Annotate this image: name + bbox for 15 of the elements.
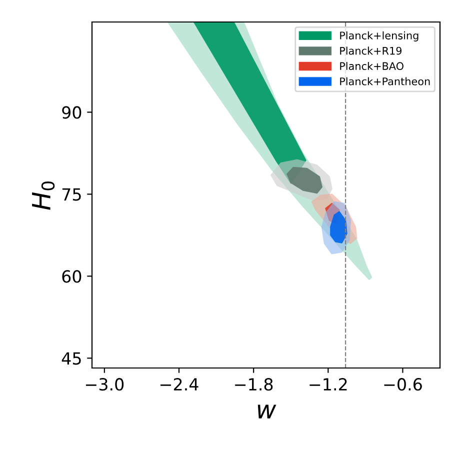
y-tick-label: 45: [62, 352, 81, 365]
legend-label: Planck+lensing: [340, 31, 418, 42]
legend-label: Planck+Pantheon: [340, 77, 430, 86]
y-tick-label: 60: [62, 270, 82, 283]
x-tick-label: −1.2: [310, 378, 347, 390]
x-tick-label: −0.6: [384, 378, 422, 391]
x-axis-title: w: [258, 404, 276, 418]
y-axis-title: H$_{0}$: [32, 181, 55, 210]
y-tick-label: 90: [62, 106, 82, 119]
y-tick-label: 75: [62, 188, 81, 201]
legend-label: Planck+BAO: [340, 62, 404, 70]
x-tick-label: −2.4: [160, 378, 198, 390]
x-tick-label: −3.0: [86, 378, 124, 391]
x-tick-label: −1.8: [235, 378, 273, 391]
legend-label: Planck+R19: [340, 46, 402, 55]
